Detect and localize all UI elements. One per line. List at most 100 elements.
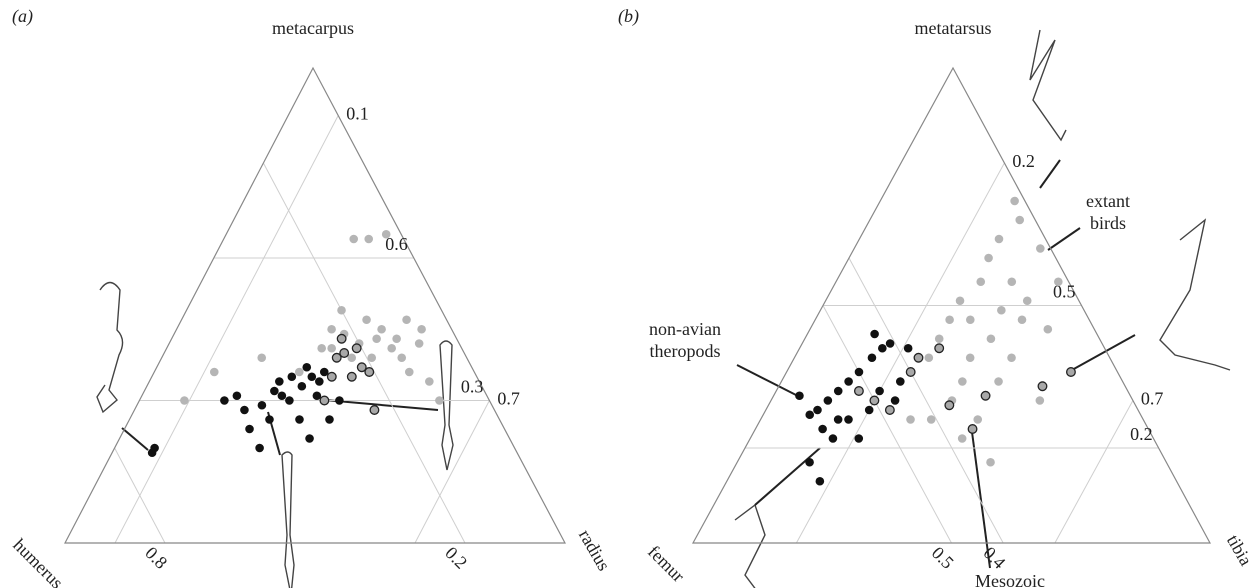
data-point — [997, 306, 1006, 315]
data-point — [875, 387, 884, 396]
data-point — [245, 425, 254, 434]
data-point — [233, 391, 242, 400]
data-point — [904, 344, 913, 353]
tick-label: 0.7 — [497, 389, 520, 409]
data-point — [829, 434, 838, 443]
data-point — [337, 334, 346, 343]
tick-label: 0.2 — [441, 543, 471, 573]
data-point — [270, 387, 279, 396]
annotation: non-avian theropods — [630, 318, 740, 362]
data-point — [377, 325, 386, 334]
data-point — [435, 396, 444, 405]
data-point — [317, 344, 326, 353]
axis-label: humerus — [9, 535, 67, 588]
data-point — [397, 353, 406, 362]
grid-line — [415, 401, 489, 544]
tick-label: 0.5 — [928, 543, 958, 573]
data-point — [986, 458, 995, 467]
data-point — [1018, 315, 1027, 324]
data-point — [956, 296, 965, 305]
data-point — [288, 372, 297, 381]
data-point — [824, 396, 833, 405]
data-point — [150, 444, 159, 453]
data-point — [364, 235, 373, 244]
tick-label: 0.7 — [1141, 389, 1164, 409]
panel-label: (b) — [618, 6, 639, 27]
data-point — [1044, 325, 1053, 334]
data-point — [818, 425, 827, 434]
leader-line — [122, 428, 148, 450]
axis-label: metacarpus — [272, 18, 354, 38]
grid-line — [263, 163, 465, 543]
data-point — [255, 444, 264, 453]
data-point — [925, 353, 934, 362]
series — [795, 330, 912, 486]
metatarsus-sketch — [1030, 30, 1066, 140]
data-point — [402, 315, 411, 324]
data-point — [265, 415, 274, 424]
data-point — [295, 368, 304, 377]
data-point — [935, 334, 944, 343]
data-point — [886, 406, 895, 415]
data-point — [805, 458, 814, 467]
data-point — [298, 382, 307, 391]
data-point — [1036, 244, 1045, 253]
axis-label: metatarsus — [915, 18, 992, 38]
annotation: extant birds — [1066, 190, 1150, 234]
data-point — [340, 349, 349, 358]
data-point — [844, 377, 853, 386]
tick-label: 0.2 — [1012, 151, 1035, 171]
plot-area — [65, 68, 565, 543]
illustrations — [97, 30, 1230, 588]
data-point — [180, 396, 189, 405]
data-point — [210, 368, 219, 377]
data-point — [958, 377, 967, 386]
triangle-frame — [65, 68, 565, 543]
data-point — [945, 401, 954, 410]
data-point — [327, 325, 336, 334]
radius-sketch — [440, 341, 453, 470]
data-point — [927, 415, 936, 424]
data-point — [320, 396, 329, 405]
data-point — [285, 396, 294, 405]
data-point — [305, 434, 314, 443]
annotation: Mesozoic birds — [955, 570, 1065, 588]
tibia-sketch — [1160, 220, 1230, 370]
data-point — [834, 415, 843, 424]
data-point — [220, 396, 229, 405]
data-point — [257, 353, 266, 362]
data-point — [906, 415, 915, 424]
data-point — [805, 410, 814, 419]
data-point — [886, 339, 895, 348]
leader-line — [1040, 160, 1060, 188]
metacarpus-sketch — [282, 452, 294, 588]
data-point — [365, 368, 374, 377]
leader-line — [1072, 335, 1135, 370]
data-point — [958, 434, 967, 443]
data-point — [337, 306, 346, 315]
data-point — [349, 235, 358, 244]
tick-label: 0.1 — [346, 104, 369, 124]
data-point — [405, 368, 414, 377]
data-point — [327, 344, 336, 353]
data-point — [795, 391, 804, 400]
data-point — [325, 415, 334, 424]
data-point — [258, 401, 267, 410]
data-point — [370, 406, 379, 415]
data-point — [302, 363, 311, 372]
tick-label: 0.8 — [141, 543, 171, 573]
series — [148, 363, 344, 457]
data-point — [855, 368, 864, 377]
data-point — [834, 387, 843, 396]
tick-label: 0.2 — [1130, 424, 1153, 444]
data-point — [335, 396, 344, 405]
data-point — [387, 344, 396, 353]
leader-line — [755, 448, 820, 505]
panel-label: (a) — [12, 6, 33, 27]
data-point — [392, 334, 401, 343]
data-point — [816, 477, 825, 486]
data-point — [1007, 353, 1016, 362]
plot-area — [693, 68, 1210, 543]
grid-line — [1055, 401, 1133, 544]
data-point — [844, 415, 853, 424]
